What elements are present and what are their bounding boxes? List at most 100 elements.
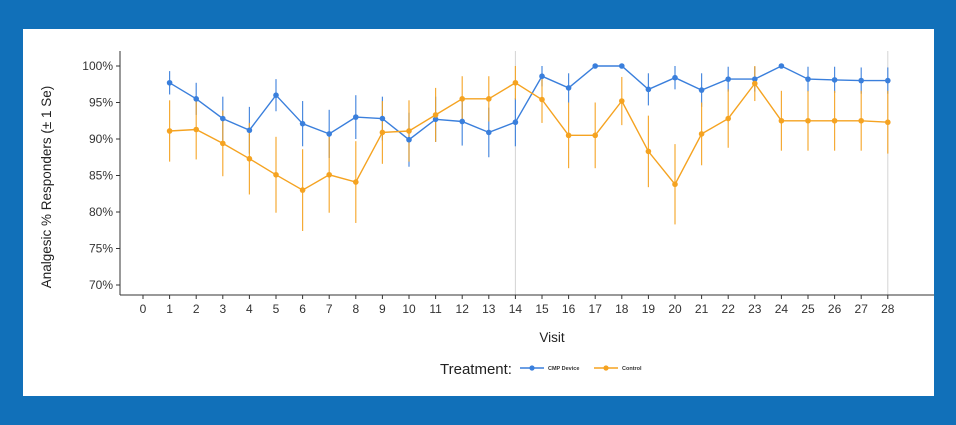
cmp-device-point [379, 115, 386, 122]
cmp-device-point [406, 136, 412, 143]
legend-title: Treatment: [440, 361, 512, 378]
y-tick-label: 75% [89, 242, 113, 256]
cmp-device-point [273, 92, 279, 98]
x-tick-label: 17 [589, 302, 603, 316]
data-points [166, 63, 891, 193]
control-point [831, 117, 838, 124]
cmp-device-point [885, 77, 891, 84]
x-tick-label: 24 [775, 302, 789, 316]
control-point [858, 117, 864, 124]
cmp-device-point [486, 129, 492, 136]
control-point [645, 148, 652, 155]
x-tick-label: 5 [273, 302, 280, 316]
control-point [672, 181, 678, 188]
legend-label-control: Control [622, 366, 642, 372]
control-point [459, 96, 466, 102]
y-tick-label: 95% [89, 96, 113, 110]
control-point [725, 115, 731, 122]
x-axis-title: Visit [539, 330, 565, 345]
x-tick-label: 9 [379, 302, 386, 316]
x-tick-label: 6 [299, 302, 306, 316]
x-tick-label: 20 [668, 302, 682, 316]
control-point [246, 155, 253, 162]
control-point [486, 96, 492, 102]
x-tick-label: 0 [140, 302, 147, 316]
cmp-device-point [858, 77, 864, 84]
cmp-device-point [166, 79, 173, 86]
cmp-device-point [592, 63, 598, 69]
cmp-device-point [672, 74, 678, 81]
x-tick-label: 15 [535, 302, 549, 316]
x-tick-label: 19 [642, 302, 656, 316]
cmp-device-point [619, 63, 625, 69]
x-tick-label: 7 [326, 302, 333, 316]
cmp-device-point [565, 85, 572, 91]
x-tick-label: 21 [695, 302, 709, 316]
x-tick-label: 14 [509, 302, 523, 316]
cmp-device-point [353, 114, 359, 120]
cmp-device-point [725, 76, 731, 82]
control-point [778, 117, 785, 124]
legend-marker-cmp-device [529, 365, 535, 371]
x-tick-label: 8 [352, 302, 359, 316]
control-point [885, 119, 891, 126]
control-point [273, 171, 279, 178]
x-tick-label: 26 [828, 302, 842, 316]
control-point [805, 117, 811, 124]
control-point [432, 112, 439, 118]
x-tick-label: 11 [429, 302, 442, 316]
cmp-device-point [193, 96, 199, 102]
cmp-device-point [831, 77, 838, 83]
control-point [406, 128, 412, 134]
axes: 70%75%80%85%90%95%100%0 1 2 3 4 5 6 7 8 9 10 11 12 13… [82, 51, 934, 316]
cmp-device-point [778, 63, 785, 69]
control-point [193, 126, 199, 133]
x-tick-label: 3 [219, 302, 226, 316]
x-tick-label: 16 [562, 302, 576, 316]
x-tick-label: 18 [615, 302, 629, 316]
control-point [619, 98, 625, 104]
control-point [539, 96, 545, 103]
y-tick-label: 100% [82, 59, 113, 73]
control-point [166, 128, 173, 134]
x-tick-label: 27 [855, 302, 869, 316]
legend-label-cmp-device: CMP Device [548, 366, 579, 372]
x-tick-label: 12 [456, 302, 470, 316]
cmp-device-point [539, 73, 545, 80]
control-point [326, 171, 333, 178]
x-tick-label: 4 [246, 302, 253, 316]
cmp-device-line [169, 65, 888, 141]
series-lines [169, 65, 888, 191]
cmp-device-point [326, 131, 333, 137]
legend-marker-control [603, 365, 609, 371]
control-point [220, 140, 226, 147]
y-axis-title: Analgesic % Responders (± 1 Se) [39, 86, 54, 289]
cmp-device-point [459, 118, 466, 125]
cmp-device-point [805, 76, 811, 82]
control-point [299, 187, 306, 193]
cmp-device-point [752, 76, 758, 82]
cmp-device-point [698, 87, 705, 93]
control-point [592, 132, 598, 139]
control-line [169, 81, 888, 191]
legend: Treatment: CMP Device Control [440, 361, 642, 378]
cmp-device-point [645, 86, 652, 93]
cmp-device-point [246, 127, 253, 134]
chart-panel: 70% 75% 80% 85% 90% 95% 100% 0 1 2 3 4 5 6 7 8 9 10 11 12 13… [23, 29, 934, 396]
line-chart: 70%75%80%85%90%95%100%0 1 2 3 4 5 6 7 8 9 10 11 12 13… [39, 51, 934, 378]
control-point [698, 131, 705, 137]
x-tick-label: 28 [881, 302, 895, 316]
cmp-device-point [432, 116, 439, 123]
cmp-device-point [512, 119, 519, 126]
control-point [565, 132, 572, 139]
y-tick-label: 80% [89, 205, 113, 219]
x-tick-label: 10 [402, 302, 416, 316]
control-point [353, 179, 359, 185]
control-point [752, 80, 758, 87]
cmp-device-point [220, 115, 226, 122]
y-tick-label: 70% [89, 278, 113, 292]
x-tick-label: 1 [166, 302, 173, 316]
x-tick-label: 13 [482, 302, 496, 316]
x-tick-label: 22 [722, 302, 736, 316]
y-tick-label: 85% [89, 169, 113, 183]
